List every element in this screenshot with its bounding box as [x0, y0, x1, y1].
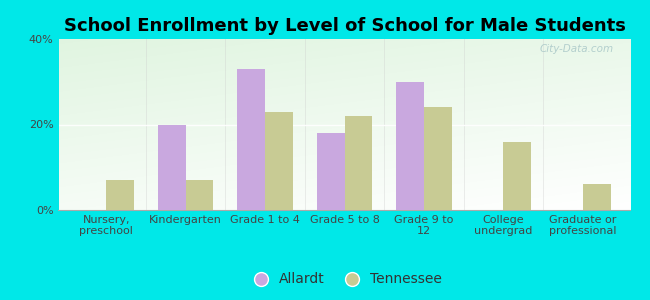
- Bar: [106, 180, 134, 210]
- Bar: [265, 112, 293, 210]
- Bar: [158, 124, 186, 210]
- Legend: Allardt, Tennessee: Allardt, Tennessee: [241, 267, 448, 292]
- Title: School Enrollment by Level of School for Male Students: School Enrollment by Level of School for…: [64, 17, 625, 35]
- Bar: [503, 142, 531, 210]
- Bar: [344, 116, 372, 210]
- Bar: [424, 107, 452, 210]
- Bar: [396, 82, 424, 210]
- Bar: [317, 133, 345, 210]
- Bar: [237, 69, 265, 210]
- Bar: [583, 184, 610, 210]
- Bar: [186, 180, 213, 210]
- Text: City-Data.com: City-Data.com: [540, 44, 614, 54]
